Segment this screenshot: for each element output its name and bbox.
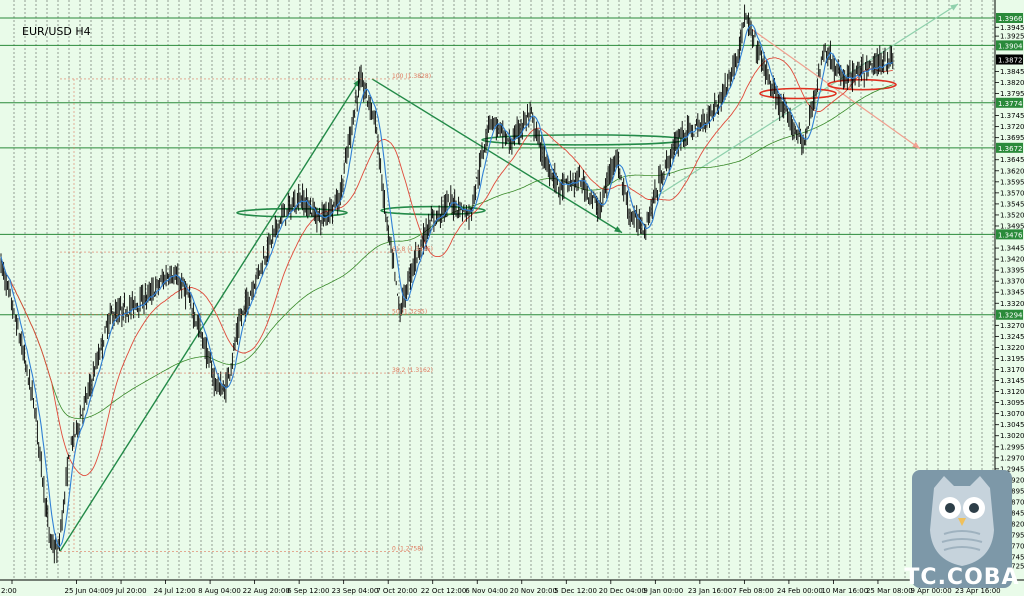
level-box: [996, 40, 1023, 51]
price-tick-label: 1.3070: [1000, 410, 1024, 418]
price-tick-label: 1.3945: [1000, 24, 1024, 32]
candles: [0, 4, 894, 564]
trend-arrow-projection-down-head: [912, 141, 920, 149]
fib-label: 50 (1.3295): [392, 308, 427, 315]
time-tick-label: 6 Sep 12:00: [287, 587, 329, 595]
price-tick-label: 1.3570: [1000, 189, 1024, 197]
time-tick-label: 7 Feb 08:00: [732, 587, 773, 595]
trend-arrow-down-head: [614, 226, 622, 233]
time-tick-label: 20 Nov 20:00: [510, 587, 557, 595]
price-tick-label: 1.3345: [1000, 289, 1024, 297]
price-tick-label: 1.3045: [1000, 421, 1024, 429]
price-tick-label: 1.3845: [1000, 68, 1024, 76]
price-tick-label: 1.3120: [1000, 388, 1024, 396]
price-tick-label: 1.3145: [1000, 377, 1024, 385]
price-tick-label: 1.3370: [1000, 278, 1024, 286]
level-label: 1.3774: [998, 100, 1023, 108]
time-tick-label: 25 Mar 08:00: [866, 587, 913, 595]
level-box: [996, 97, 1023, 108]
price-tick-label: 1.3095: [1000, 399, 1024, 407]
trend-arrow-up: [59, 78, 361, 552]
price-tick-label: 1.3220: [1000, 344, 1024, 352]
level-label: 1.3672: [998, 145, 1023, 153]
price-tick-label: 1.3020: [1000, 432, 1024, 440]
price-tick-label: 1.3620: [1000, 167, 1024, 175]
price-tick-label: 1.3595: [1000, 178, 1024, 186]
moving-average-mid-line: [0, 57, 893, 477]
price-tick-label: 1.3545: [1000, 200, 1024, 208]
time-tick-label: 23 Jan 16:00: [688, 587, 732, 595]
price-tick-label: 1.2995: [1000, 443, 1024, 451]
time-tick-label: 23 Sep 04:00: [332, 587, 379, 595]
level-price-boxes: 1.3966 1.3904 1.3774 1.3672 1.3476 1.3294 1.38…: [996, 13, 1023, 320]
time-tick-label: 25 Jun 04:00: [65, 587, 109, 595]
price-tick-label: 1.2970: [1000, 454, 1024, 462]
fib-label: 38.2 (1.3162): [392, 367, 433, 374]
price-tick-label: 1.3820: [1000, 79, 1024, 87]
time-tick-label: 8 Aug 04:00: [198, 587, 241, 595]
price-tick-label: 1.3695: [1000, 134, 1024, 142]
time-tick-label: 10 Mar 16:00: [821, 587, 868, 595]
level-box: [996, 142, 1023, 153]
time-tick-label: 9 Jul 20:00: [109, 587, 147, 595]
level-box: [996, 229, 1023, 240]
logo-text: TC.COBA: [904, 565, 1019, 590]
price-tick-label: 1.2945: [1000, 465, 1024, 473]
trend-arrow-projection-down: [751, 28, 921, 150]
trend-arrow-down: [371, 78, 623, 234]
price-tick-label: 1.3520: [1000, 211, 1024, 219]
price-tick-label: 1.3320: [1000, 300, 1024, 308]
time-tick-label: 6 Nov 04:00: [465, 587, 508, 595]
time-tick-label: 22 Aug 20:00: [243, 587, 290, 595]
vertical-grid: [13, 0, 994, 580]
price-tick-label: 1.3420: [1000, 256, 1024, 264]
price-tick-label: 1.3445: [1000, 245, 1024, 253]
time-tick-label: 2:00: [1, 587, 17, 595]
price-tick-label: 1.3720: [1000, 123, 1024, 131]
level-label: 1.3966: [998, 15, 1023, 23]
current-price-box: [996, 54, 1023, 65]
price-tick-label: 1.3925: [1000, 33, 1024, 41]
moving-average-mid: [0, 57, 893, 477]
time-tick-label: 24 Feb 00:00: [777, 587, 823, 595]
time-tick-label: 9 Jan 00:00: [643, 587, 683, 595]
time-tick-label: 22 Oct 12:00: [421, 587, 467, 595]
price-tick-label: 1.3270: [1000, 322, 1024, 330]
price-tick-label: 1.3395: [1000, 267, 1024, 275]
trend-annotations: [59, 3, 959, 552]
price-tick-label: 1.3745: [1000, 112, 1024, 120]
time-tick-labels: 2:00 25 Jun 04:00 9 Jul 20:00 24 Jul 12:00 8…: [1, 580, 1001, 595]
trend-arrow-projection-head: [950, 4, 958, 11]
price-tick-label: 1.3495: [1000, 222, 1024, 230]
price-tick-label: 1.3645: [1000, 156, 1024, 164]
time-tick-label: 5 Dec 12:00: [554, 587, 597, 595]
time-tick-label: 24 Jul 12:00: [154, 587, 196, 595]
level-label: 1.3476: [998, 231, 1023, 239]
red-ellipse: [759, 87, 837, 100]
moving-average-fast: [0, 24, 893, 548]
fibonacci-labels: 100 (1.3828) 61.8 (1.3436) 50 (1.3295) 38.2…: [60, 73, 433, 552]
time-tick-label: 23 Apr 16:00: [955, 587, 1001, 595]
current-price-label: 1.3872: [998, 57, 1023, 65]
fib-label: 61.8 (1.3436): [392, 246, 433, 253]
time-tick-label: 7 Oct 20:00: [376, 587, 417, 595]
time-tick-label: 9 Apr 00:00: [910, 587, 951, 595]
level-box: [996, 13, 1023, 23]
price-tick-label: 1.3245: [1000, 333, 1024, 341]
fib-label: 0 (1.2758): [392, 545, 423, 552]
horizontal-levels: [0, 17, 995, 316]
fib-label: 100 (1.3828): [392, 73, 431, 80]
time-tick-label: 20 Dec 04:00: [599, 587, 646, 595]
price-tick-label: 1.3795: [1000, 90, 1024, 98]
level-box: [996, 309, 1023, 320]
moving-average-fast-line: [0, 24, 893, 548]
price-tick-label: 1.3195: [1000, 355, 1024, 363]
owl-logo: TC.COBA: [904, 470, 1019, 590]
symbol-label: EUR/USD H4: [22, 25, 91, 38]
price-tick-label: 1.3170: [1000, 366, 1024, 374]
level-label: 1.3904: [998, 42, 1023, 50]
level-label: 1.3294: [998, 312, 1023, 320]
